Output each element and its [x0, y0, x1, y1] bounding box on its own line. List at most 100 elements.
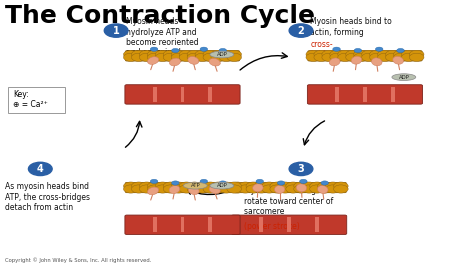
- FancyBboxPatch shape: [153, 217, 156, 232]
- Circle shape: [219, 53, 234, 61]
- Ellipse shape: [372, 58, 382, 66]
- Circle shape: [219, 50, 234, 59]
- Text: ADP: ADP: [217, 52, 227, 57]
- Circle shape: [179, 53, 194, 61]
- Circle shape: [354, 53, 368, 61]
- Circle shape: [163, 185, 178, 193]
- Circle shape: [211, 50, 226, 59]
- Ellipse shape: [147, 57, 159, 64]
- Circle shape: [385, 53, 400, 61]
- Circle shape: [200, 47, 208, 51]
- Circle shape: [397, 48, 404, 53]
- Circle shape: [278, 182, 292, 190]
- Circle shape: [219, 185, 234, 193]
- Ellipse shape: [393, 56, 403, 64]
- Circle shape: [155, 182, 170, 190]
- Text: As myosin heads bind
ATP, the cross-bridges
detach from actin: As myosin heads bind ATP, the cross-brid…: [5, 182, 90, 212]
- Ellipse shape: [296, 184, 307, 192]
- Circle shape: [131, 53, 146, 61]
- FancyBboxPatch shape: [181, 87, 184, 102]
- Text: 2: 2: [298, 26, 304, 36]
- Ellipse shape: [210, 51, 234, 58]
- Circle shape: [330, 53, 345, 61]
- Text: Myosin cross-bridges
rotate toward center of
sarcomere: Myosin cross-bridges rotate toward cente…: [244, 186, 333, 216]
- Circle shape: [322, 53, 337, 61]
- Text: ATP: ATP: [191, 183, 200, 188]
- Circle shape: [230, 185, 245, 193]
- Circle shape: [294, 182, 309, 190]
- Circle shape: [147, 53, 162, 61]
- Ellipse shape: [318, 185, 328, 193]
- Circle shape: [104, 24, 128, 37]
- Circle shape: [230, 182, 245, 190]
- Text: 3: 3: [298, 164, 304, 174]
- Ellipse shape: [329, 58, 340, 66]
- Text: Myosin heads
hydrolyze ATP and
become reoriented
and energized: Myosin heads hydrolyze ATP and become re…: [126, 17, 198, 57]
- Circle shape: [179, 50, 194, 59]
- Circle shape: [155, 53, 170, 61]
- Circle shape: [163, 182, 178, 190]
- Text: cross-
bridges: cross- bridges: [310, 40, 339, 59]
- FancyBboxPatch shape: [125, 85, 240, 104]
- Circle shape: [139, 182, 154, 190]
- FancyBboxPatch shape: [315, 217, 319, 232]
- Ellipse shape: [351, 56, 362, 64]
- Circle shape: [171, 182, 186, 190]
- Text: 4: 4: [37, 164, 44, 174]
- FancyBboxPatch shape: [307, 85, 423, 104]
- Circle shape: [302, 185, 316, 193]
- Circle shape: [286, 182, 301, 190]
- Text: 1: 1: [113, 26, 119, 36]
- Ellipse shape: [253, 184, 263, 192]
- Circle shape: [254, 185, 269, 193]
- Circle shape: [378, 53, 392, 61]
- FancyBboxPatch shape: [8, 87, 65, 113]
- Circle shape: [338, 50, 352, 59]
- Text: The Contraction Cycle: The Contraction Cycle: [5, 4, 315, 28]
- Circle shape: [172, 48, 179, 53]
- Circle shape: [195, 182, 210, 190]
- FancyBboxPatch shape: [231, 215, 346, 235]
- FancyBboxPatch shape: [308, 51, 422, 61]
- Circle shape: [306, 50, 320, 59]
- Circle shape: [338, 53, 352, 61]
- Circle shape: [123, 185, 138, 193]
- FancyBboxPatch shape: [391, 87, 395, 102]
- Circle shape: [155, 185, 170, 193]
- Circle shape: [211, 182, 226, 190]
- Circle shape: [330, 50, 345, 59]
- Circle shape: [163, 53, 178, 61]
- Circle shape: [131, 50, 146, 59]
- Circle shape: [326, 182, 340, 190]
- FancyBboxPatch shape: [287, 217, 291, 232]
- Circle shape: [300, 179, 307, 184]
- FancyBboxPatch shape: [209, 87, 212, 102]
- Circle shape: [179, 182, 194, 190]
- FancyBboxPatch shape: [209, 217, 212, 232]
- Circle shape: [354, 48, 362, 53]
- Circle shape: [123, 182, 138, 190]
- Circle shape: [195, 53, 210, 61]
- Circle shape: [238, 182, 253, 190]
- Circle shape: [28, 162, 52, 176]
- Circle shape: [375, 47, 383, 51]
- Circle shape: [410, 53, 424, 61]
- Circle shape: [370, 53, 384, 61]
- Circle shape: [314, 53, 328, 61]
- Circle shape: [219, 182, 234, 190]
- Circle shape: [410, 50, 424, 59]
- Circle shape: [203, 50, 218, 59]
- Circle shape: [401, 50, 416, 59]
- Circle shape: [150, 47, 158, 51]
- Circle shape: [227, 185, 242, 193]
- Circle shape: [302, 182, 316, 190]
- Text: (power stroke): (power stroke): [244, 222, 300, 231]
- Circle shape: [306, 53, 320, 61]
- Circle shape: [171, 50, 186, 59]
- Ellipse shape: [209, 58, 220, 66]
- Circle shape: [256, 179, 264, 184]
- Circle shape: [286, 185, 301, 193]
- Circle shape: [203, 53, 218, 61]
- Circle shape: [187, 50, 202, 59]
- Circle shape: [147, 185, 162, 193]
